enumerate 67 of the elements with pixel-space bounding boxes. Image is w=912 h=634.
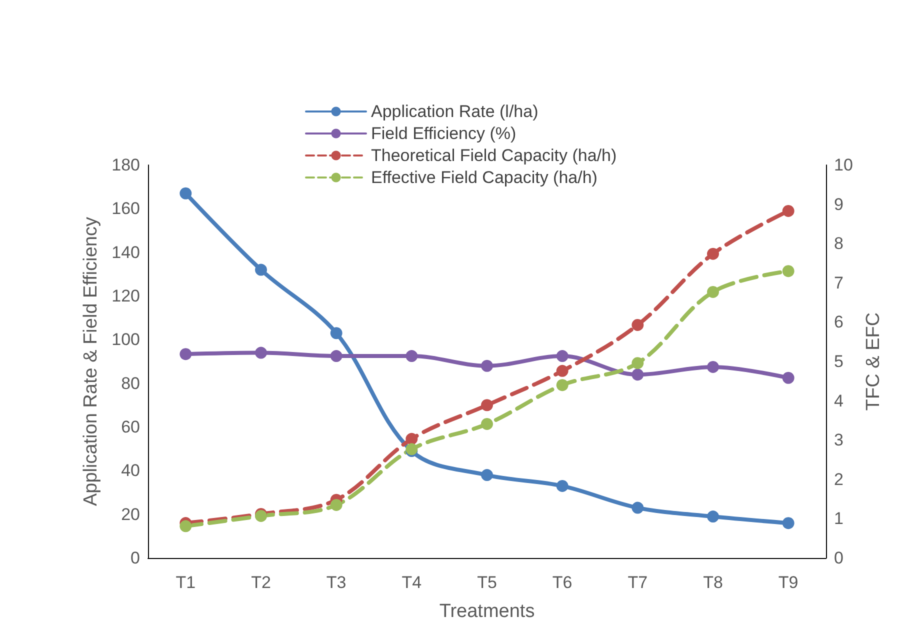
y-tick-label: 0 bbox=[130, 548, 140, 568]
y-tick-label: 80 bbox=[121, 374, 140, 393]
point bbox=[481, 360, 493, 372]
point bbox=[632, 368, 644, 381]
point bbox=[180, 187, 192, 200]
y2-tick-label: 2 bbox=[834, 470, 844, 489]
legend-label: Effective Field Capacity (ha/h) bbox=[371, 168, 598, 187]
point bbox=[330, 498, 342, 511]
point bbox=[707, 510, 719, 523]
legend-label: Theoretical Field Capacity (ha/h) bbox=[371, 146, 617, 165]
point bbox=[406, 432, 418, 445]
point bbox=[782, 204, 794, 217]
x-tick-label: T7 bbox=[628, 573, 648, 592]
point bbox=[406, 350, 418, 362]
point bbox=[632, 357, 644, 370]
y2-tick-label: 0 bbox=[834, 548, 844, 568]
point bbox=[255, 264, 267, 276]
point bbox=[707, 248, 719, 260]
point bbox=[330, 327, 342, 340]
y-tick-label: 20 bbox=[121, 504, 140, 524]
x-axis-title: Treatments bbox=[439, 601, 535, 622]
point bbox=[707, 360, 719, 373]
point bbox=[556, 480, 568, 492]
point bbox=[707, 286, 719, 298]
point bbox=[481, 469, 493, 482]
legend-label: Application Rate (l/ha) bbox=[371, 102, 538, 121]
y2-tick-label: 10 bbox=[834, 156, 853, 174]
point bbox=[782, 372, 794, 384]
y2-tick-label: 5 bbox=[834, 352, 844, 371]
y-tick-label: 140 bbox=[112, 242, 140, 262]
point bbox=[556, 350, 568, 362]
y2-tick-label: 6 bbox=[834, 312, 844, 332]
x-tick-label: T1 bbox=[176, 573, 196, 592]
x-tick-label: T2 bbox=[251, 573, 271, 592]
legend-label: Field Efficiency (%) bbox=[371, 124, 516, 143]
point bbox=[782, 265, 794, 278]
point bbox=[556, 364, 568, 377]
y-tick-label: 160 bbox=[112, 199, 140, 218]
y-axis-title: Application Rate & Field Efficiency bbox=[80, 216, 102, 506]
y2-tick-label: 1 bbox=[834, 509, 844, 528]
point bbox=[481, 399, 493, 412]
y2-tick-label: 8 bbox=[834, 234, 844, 254]
point bbox=[556, 379, 568, 392]
x-tick-label: T8 bbox=[703, 573, 723, 592]
y-tick-label: 60 bbox=[121, 418, 140, 436]
point bbox=[255, 346, 267, 359]
y2-tick-label: 4 bbox=[834, 391, 844, 410]
point bbox=[180, 520, 192, 532]
y2-tick-label: 9 bbox=[834, 194, 844, 214]
y-tick-label: 40 bbox=[121, 461, 140, 480]
point bbox=[632, 318, 644, 331]
x-tick-label: T3 bbox=[326, 573, 346, 592]
y2-tick-label: 3 bbox=[834, 430, 844, 450]
x-tick-label: T4 bbox=[402, 573, 422, 592]
y-tick-label: 120 bbox=[112, 286, 140, 306]
point bbox=[330, 350, 342, 362]
y-tick-label: 100 bbox=[112, 330, 140, 350]
y2-axis-title: TFC & EFC bbox=[862, 312, 884, 411]
point bbox=[632, 502, 644, 514]
point bbox=[481, 418, 493, 430]
y-tick-label: 180 bbox=[112, 156, 140, 174]
y2-tick-label: 7 bbox=[834, 273, 844, 292]
point bbox=[180, 348, 192, 360]
x-tick-label: T9 bbox=[778, 573, 798, 592]
x-tick-label: T6 bbox=[552, 573, 572, 592]
x-tick-label: T5 bbox=[477, 573, 497, 592]
point bbox=[782, 517, 794, 530]
